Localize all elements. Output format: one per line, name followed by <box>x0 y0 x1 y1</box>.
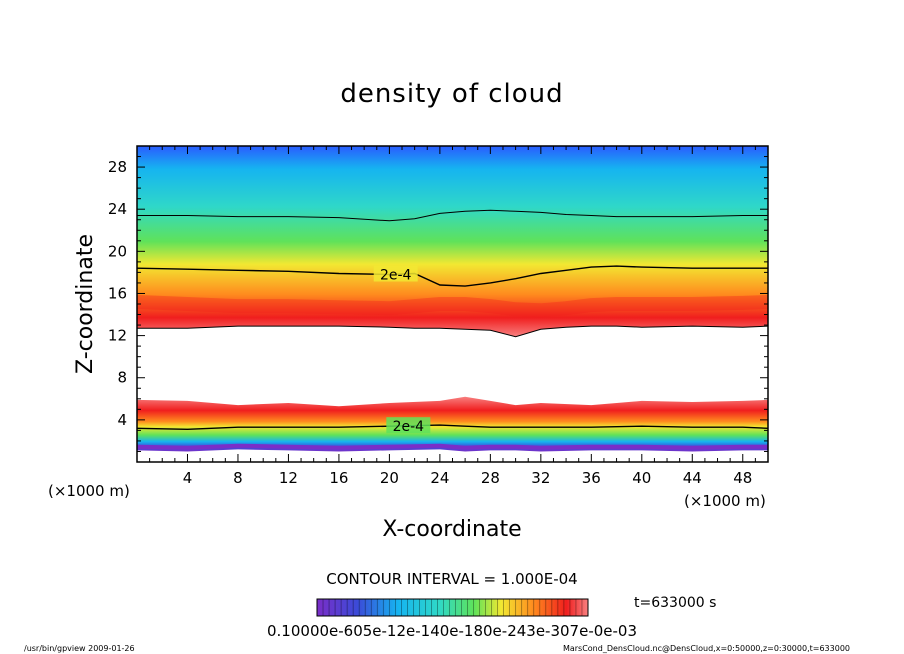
upper-layer-bottom-contour <box>137 325 768 338</box>
y-tick-label: 8 <box>117 369 127 387</box>
lower-cloud-layer <box>137 396 768 452</box>
contour-label-0: 2e-4 <box>373 265 418 284</box>
contour-label-text: 2e-4 <box>393 419 425 435</box>
upper-cloud-core <box>137 294 768 318</box>
contour-label-bg <box>373 265 418 282</box>
time-label: t=633000 s <box>634 595 716 611</box>
colorbar-tick-labels: 0.10000e-605e-12e-140e-180e-243e-307e-0e… <box>267 622 637 640</box>
x-tick-label: 48 <box>733 469 752 487</box>
y-tick-label: 4 <box>117 411 127 429</box>
footer-left: /usr/bin/gpview 2009-01-26 <box>24 644 135 653</box>
contour-label-bg <box>386 417 431 434</box>
x-axis-ticks: 4 8 12 16 20 24 28 32 36 40 44 48 <box>136 146 769 487</box>
plot-area <box>137 146 768 452</box>
lower-layer-base <box>137 443 768 450</box>
x-tick-label: 32 <box>531 469 550 487</box>
upper-contour-2e-4 <box>137 265 768 287</box>
x-tick-label: 12 <box>279 469 298 487</box>
chart-title: density of cloud <box>340 79 563 109</box>
x-tick-label: 28 <box>481 469 500 487</box>
upper-layer-top-contour <box>137 209 768 222</box>
y-tick-label: 12 <box>108 327 127 345</box>
x-tick-label: 8 <box>233 469 243 487</box>
y-tick-label: 24 <box>108 200 127 218</box>
x-tick-label: 4 <box>183 469 193 487</box>
contour-label-1: 2e-4 <box>386 417 431 435</box>
x-tick-label: 16 <box>329 469 348 487</box>
y-tick-label: 20 <box>108 242 127 260</box>
lower-contour-2e-4 <box>137 424 768 431</box>
x-unit-left: (×1000 m) <box>48 482 130 500</box>
x-axis-label: X-coordinate <box>382 517 521 542</box>
x-unit-right: (×1000 m) <box>684 492 766 510</box>
upper-cloud-layer <box>137 146 768 337</box>
x-tick-label: 44 <box>683 469 702 487</box>
colorbar-stripes <box>322 599 583 616</box>
contour-interval: CONTOUR INTERVAL = 1.000E-04 <box>326 570 577 588</box>
x-tick-label: 24 <box>430 469 449 487</box>
footer-right: MarsCond_DensCloud.nc@DensCloud,x=0:5000… <box>563 644 850 653</box>
x-tick-label: 36 <box>582 469 601 487</box>
y-tick-label: 28 <box>108 158 127 176</box>
x-tick-label: 20 <box>380 469 399 487</box>
x-tick-label: 40 <box>632 469 651 487</box>
y-tick-label: 16 <box>108 284 127 302</box>
y-axis-label: Z-coordinate <box>73 234 98 374</box>
y-axis-ticks: 4 8 12 16 20 24 28 <box>108 145 768 463</box>
colorbar <box>316 598 589 617</box>
contour-labels: 2e-4 2e-4 <box>373 265 431 435</box>
contour-label-text: 2e-4 <box>380 268 412 284</box>
